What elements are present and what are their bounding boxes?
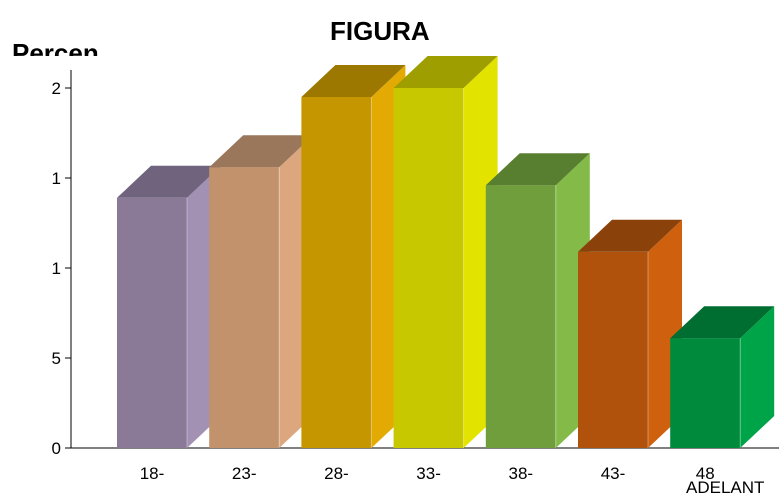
x-tick-label: 43-	[601, 464, 626, 483]
bar-front	[301, 97, 372, 448]
y-tick-label: 1	[52, 169, 61, 188]
bar-front	[578, 251, 648, 448]
x-tick-label: 33-	[416, 464, 441, 483]
bar-top	[578, 219, 682, 252]
bar-top	[301, 65, 406, 97]
bar-top	[209, 135, 314, 168]
bar-top	[485, 153, 590, 186]
bar-top	[393, 56, 498, 88]
bar-front	[117, 197, 187, 448]
x-tick-label: 48 ADELANT	[686, 464, 764, 493]
bar-top	[117, 165, 221, 198]
chart-title: FIGURA	[330, 16, 430, 40]
x-tick-label: 18-	[140, 464, 165, 483]
y-tick-label: 5	[52, 349, 61, 368]
bar-front	[393, 88, 464, 448]
x-tick-label: 23-	[232, 464, 257, 483]
y-tick-label: 0	[52, 439, 61, 458]
y-axis-label: Percen	[12, 38, 99, 56]
x-tick-label: 38-	[509, 464, 534, 483]
bar-side	[740, 306, 775, 448]
bar-front	[209, 167, 280, 448]
y-tick-label: 1	[52, 259, 61, 278]
bar-top	[670, 306, 775, 339]
bar-front	[485, 185, 556, 448]
x-tick-label: 28-	[324, 464, 349, 483]
y-tick-label: 2	[52, 79, 61, 98]
bar-front	[670, 338, 741, 448]
